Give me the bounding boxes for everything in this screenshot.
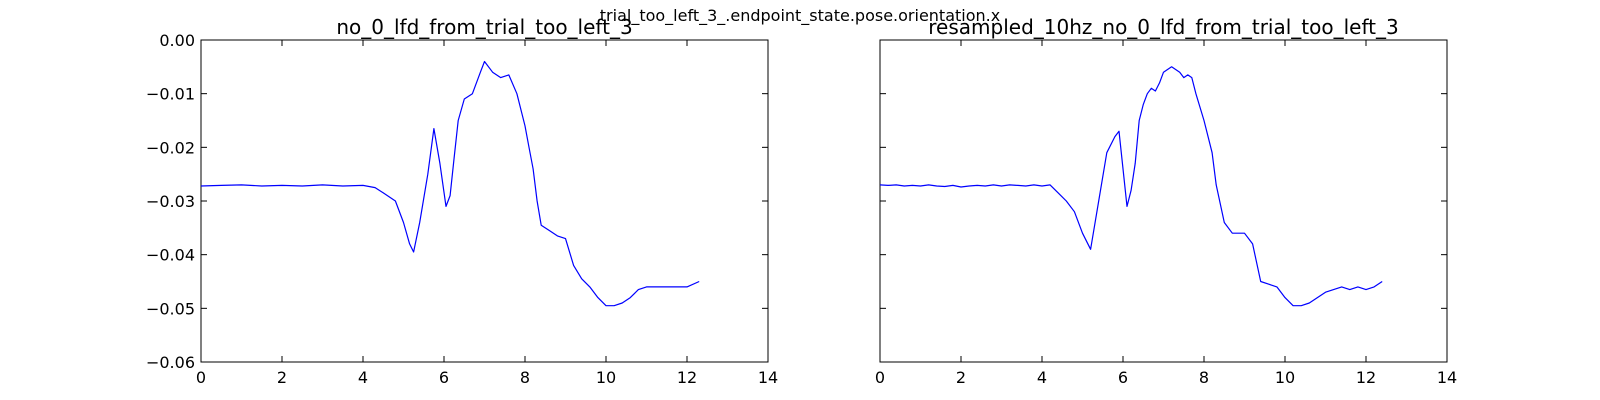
y-tick-label: −0.01 bbox=[146, 85, 195, 104]
chart-title: no_0_lfd_from_trial_too_left_3 bbox=[336, 15, 632, 39]
right-chart-panel: resampled_10hz_no_0_lfd_from_trial_too_l… bbox=[875, 15, 1457, 387]
series-line bbox=[879, 66, 1383, 307]
x-tick-label: 14 bbox=[758, 368, 778, 387]
x-tick-label: 8 bbox=[1199, 368, 1209, 387]
x-tick-label: 12 bbox=[1356, 368, 1376, 387]
y-tick-label: −0.06 bbox=[146, 353, 195, 372]
x-tick-label: 12 bbox=[677, 368, 697, 387]
y-tick-label: −0.04 bbox=[146, 246, 195, 265]
series-line bbox=[200, 60, 700, 307]
y-tick-label: −0.05 bbox=[146, 299, 195, 318]
chart-title: resampled_10hz_no_0_lfd_from_trial_too_l… bbox=[928, 15, 1398, 39]
axes-frame bbox=[879, 39, 1448, 363]
x-tick-label: 6 bbox=[439, 368, 449, 387]
x-tick-label: 0 bbox=[196, 368, 206, 387]
x-tick-label: 14 bbox=[1437, 368, 1457, 387]
left-chart-panel: no_0_lfd_from_trial_too_left_3 0 2 4 6 8 10 12 1… bbox=[146, 15, 778, 387]
x-tick-label: 2 bbox=[956, 368, 966, 387]
x-tick-label: 4 bbox=[1037, 368, 1047, 387]
x-tick-label: 10 bbox=[1275, 368, 1295, 387]
x-tick-label: 2 bbox=[277, 368, 287, 387]
figure-suptitle: trial_too_left_3_.endpoint_state.pose.or… bbox=[600, 6, 1000, 26]
y-tick-label: −0.03 bbox=[146, 192, 195, 211]
x-tick-label: 0 bbox=[875, 368, 885, 387]
y-tick-label: −0.02 bbox=[146, 138, 195, 157]
axes-frame bbox=[200, 39, 769, 363]
x-tick-label: 4 bbox=[358, 368, 368, 387]
x-tick-label: 8 bbox=[520, 368, 530, 387]
y-tick-label: 0.00 bbox=[159, 31, 195, 50]
x-tick-label: 6 bbox=[1118, 368, 1128, 387]
x-tick-label: 10 bbox=[596, 368, 616, 387]
